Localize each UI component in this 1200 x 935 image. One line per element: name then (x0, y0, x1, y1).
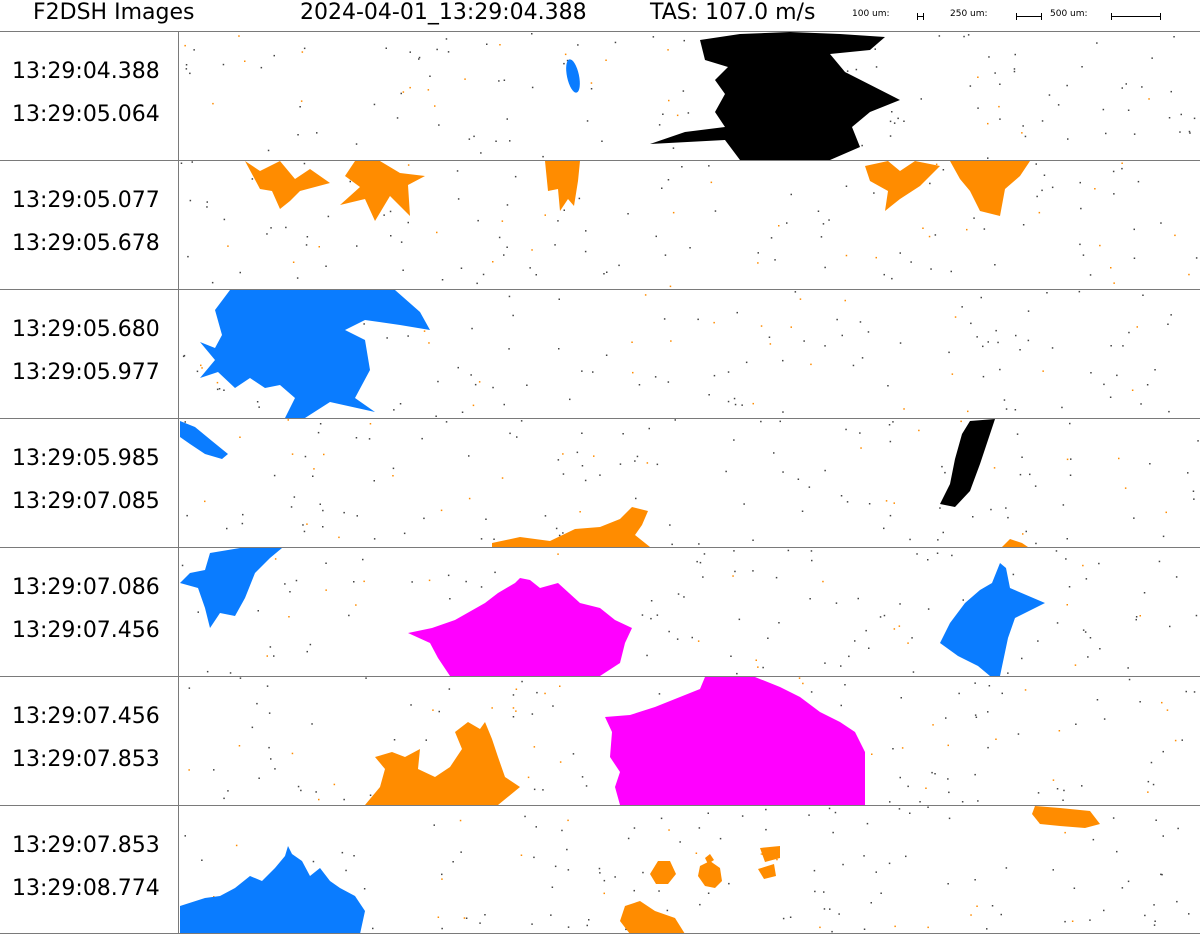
scale-bar-500um: 500 um: (1050, 9, 1165, 23)
particle-image-area (180, 419, 1200, 547)
particle-blue (200, 290, 430, 418)
particle-orange (1032, 806, 1100, 828)
particle-orange (1002, 539, 1028, 547)
particle-orange (698, 861, 722, 888)
background-noise (188, 677, 1196, 803)
image-strip-1: 13:29:04.388 13:29:05.064 (0, 31, 1200, 160)
particle-image-area (180, 161, 1200, 289)
scale-bar-100um: 100 um: (852, 9, 927, 23)
strip-end-time: 13:29:05.977 (12, 360, 160, 385)
particle-blue (940, 563, 1045, 676)
scale-label-500um: 500 um: (1050, 9, 1088, 19)
particle-orange (760, 851, 770, 858)
strip-end-time: 13:29:07.085 (12, 489, 160, 514)
particle-black (650, 32, 900, 160)
image-strip-3: 13:29:05.680 13:29:05.977 (0, 289, 1200, 418)
particle-orange (340, 161, 425, 221)
particle-image-area (180, 806, 1200, 934)
particle-orange (705, 854, 714, 864)
particle-orange (950, 161, 1030, 216)
strip-start-time: 13:29:05.077 (12, 188, 160, 213)
particle-orange (245, 161, 330, 209)
background-noise (182, 290, 1172, 417)
particle-orange (545, 161, 580, 211)
strip-end-time: 13:29:08.774 (12, 876, 160, 901)
bottom-border (0, 933, 1200, 934)
image-strip-4: 13:29:05.985 13:29:07.085 (0, 418, 1200, 547)
particle-image-area (180, 677, 1200, 805)
scale-line-500um (1111, 13, 1161, 20)
app-title: F2DSH Images (33, 0, 195, 25)
background-noise (180, 161, 1198, 288)
strip-start-time: 13:29:07.853 (12, 833, 160, 858)
strip-end-time: 13:29:05.678 (12, 231, 160, 256)
strip-start-time: 13:29:05.985 (12, 446, 160, 471)
image-strip-2: 13:29:05.077 13:29:05.678 (0, 160, 1200, 289)
strip-end-time: 13:29:07.853 (12, 747, 160, 772)
image-strip-5: 13:29:07.086 13:29:07.456 (0, 547, 1200, 676)
scale-line-100um (917, 13, 924, 20)
strip-end-time: 13:29:05.064 (12, 102, 160, 127)
particle-image-area (180, 290, 1200, 418)
particle-orange (650, 861, 676, 884)
strip-time-column: 13:29:07.456 13:29:07.853 (0, 677, 179, 805)
strip-time-column: 13:29:07.853 13:29:08.774 (0, 806, 179, 934)
background-noise (184, 419, 1199, 546)
strip-start-time: 13:29:05.680 (12, 317, 160, 342)
scale-label-100um: 100 um: (852, 9, 890, 19)
particle-blue (180, 846, 365, 934)
scale-line-250um (1016, 13, 1042, 20)
particle-orange (620, 901, 685, 934)
particle-magenta (408, 578, 632, 676)
particle-orange (492, 507, 650, 547)
particle-magenta (605, 677, 865, 805)
image-strip-6: 13:29:07.456 13:29:07.853 (0, 676, 1200, 805)
header-bar: F2DSH Images 2024-04-01_13:29:04.388 TAS… (0, 0, 1200, 31)
particle-blue (180, 548, 282, 628)
particle-image-area (180, 32, 1200, 160)
strip-start-time: 13:29:04.388 (12, 59, 160, 84)
strip-time-column: 13:29:05.680 13:29:05.977 (0, 290, 179, 418)
strip-time-column: 13:29:04.388 13:29:05.064 (0, 32, 179, 160)
strip-start-time: 13:29:07.086 (12, 575, 160, 600)
particle-image-area (180, 548, 1200, 676)
start-timestamp: 2024-04-01_13:29:04.388 (300, 0, 587, 25)
background-noise (181, 549, 1198, 675)
strip-time-column: 13:29:07.086 13:29:07.456 (0, 548, 179, 676)
scale-label-250um: 250 um: (950, 9, 988, 19)
particle-blue (180, 421, 228, 459)
strip-time-column: 13:29:05.985 13:29:07.085 (0, 419, 179, 547)
particle-orange (760, 846, 780, 862)
strip-start-time: 13:29:07.456 (12, 704, 160, 729)
true-airspeed: TAS: 107.0 m/s (650, 0, 816, 25)
strip-time-column: 13:29:05.077 13:29:05.678 (0, 161, 179, 289)
scale-bar-250um: 250 um: (950, 9, 1050, 23)
particle-orange (865, 161, 940, 211)
strip-end-time: 13:29:07.456 (12, 618, 160, 643)
particle-orange (758, 864, 776, 879)
particle-blue (566, 59, 580, 93)
image-strip-7: 13:29:07.853 13:29:08.774 (0, 805, 1200, 934)
particle-orange (365, 722, 520, 805)
particle-black (940, 419, 995, 507)
